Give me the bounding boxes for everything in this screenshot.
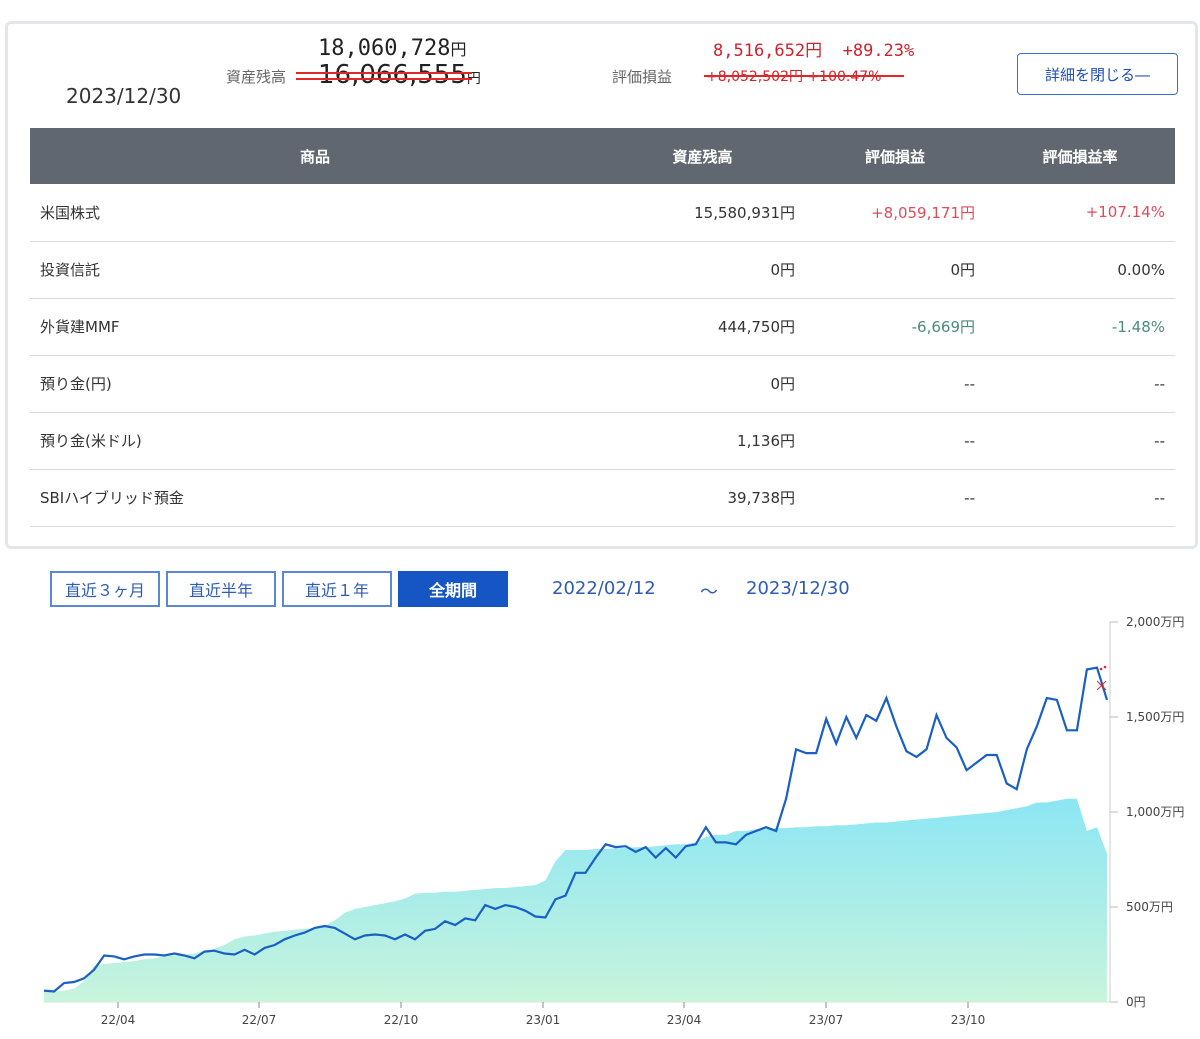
x-axis: 22/04 22/07 22/10 23/01 23/04 23/07 23/10 bbox=[101, 1002, 986, 1027]
tab-all-period[interactable]: 全期間 bbox=[398, 571, 508, 607]
row-rate: 0.00% bbox=[1117, 260, 1165, 279]
table-row: 預り金(米ドル) 1,136円 -- -- bbox=[30, 412, 1175, 469]
row-rate: +107.14% bbox=[1085, 203, 1165, 222]
table-row: SBIハイブリッド預金 39,738円 -- -- bbox=[30, 469, 1175, 526]
row-pl: -6,669円 bbox=[911, 318, 975, 336]
table-row: 外貨建MMF 444,750円 -6,669円 -1.48% bbox=[30, 298, 1175, 355]
pl-old: +8,052,502円 +100.47% bbox=[706, 69, 882, 85]
y-tick-label: 0円 bbox=[1126, 995, 1146, 1009]
col-product: 商品 bbox=[299, 147, 330, 166]
x-tick-label: 23/07 bbox=[809, 1013, 844, 1027]
table-row: 米国株式 15,580,931円 +8,059,171円 +107.14% bbox=[30, 184, 1175, 241]
asset-total-new: 18,060,728円 bbox=[318, 36, 466, 61]
x-tick-label: 22/10 bbox=[384, 1013, 419, 1027]
row-rate: -- bbox=[1154, 488, 1165, 507]
table-header-row: 商品 資産残高 評価損益 評価損益率 bbox=[30, 128, 1175, 184]
x-tick-label: 23/10 bbox=[951, 1013, 986, 1027]
close-details-button[interactable]: 詳細を閉じる― bbox=[1017, 53, 1178, 95]
holdings-table: 商品 資産残高 評価損益 評価損益率 米国株式 15,580,931円 +8,0… bbox=[30, 128, 1175, 527]
tab-half-year[interactable]: 直近半年 bbox=[166, 571, 276, 607]
y-axis: 2,000万円 1,500万円 1,000万円 500万円 0円 bbox=[1126, 615, 1184, 1009]
asset-total-new-value: 18,060,728 bbox=[318, 36, 451, 61]
invested-area bbox=[44, 798, 1107, 1002]
row-pl: -- bbox=[964, 431, 975, 450]
x-tick-label: 23/01 bbox=[526, 1013, 561, 1027]
pl-new: 8,516,652円 +89.23% bbox=[713, 36, 914, 61]
strike-line bbox=[704, 75, 904, 77]
end-marker bbox=[1096, 665, 1107, 691]
yen-unit: 円 bbox=[450, 40, 467, 59]
tab-3months[interactable]: 直近３ヶ月 bbox=[50, 571, 160, 607]
summary-date: 2023/12/30 bbox=[66, 84, 182, 108]
row-rate: -- bbox=[1154, 374, 1165, 393]
strike-line bbox=[296, 72, 472, 74]
row-balance: 39,738円 bbox=[727, 489, 796, 507]
row-name: 預り金(円) bbox=[40, 375, 112, 393]
row-balance: 444,750円 bbox=[717, 318, 795, 336]
tab-1year[interactable]: 直近１年 bbox=[282, 571, 392, 607]
balance-line bbox=[43, 666, 1109, 993]
y-tick-label: 1,000万円 bbox=[1126, 805, 1184, 819]
row-name: 投資信託 bbox=[40, 261, 101, 279]
x-tick-label: 23/04 bbox=[667, 1013, 702, 1027]
asset-label: 資産残高 bbox=[226, 68, 287, 86]
row-name: 米国株式 bbox=[40, 203, 101, 222]
period-tabs: 直近３ヶ月 直近半年 直近１年 全期間 bbox=[50, 571, 508, 607]
table-row: 投資信託 0円 0円 0.00% bbox=[30, 241, 1175, 298]
col-balance: 資産残高 bbox=[672, 147, 733, 166]
pl-label: 評価損益 bbox=[612, 68, 673, 86]
row-pl: 0円 bbox=[950, 261, 975, 279]
row-name: SBIハイブリッド預金 bbox=[40, 489, 184, 507]
y-tick-label: 1,500万円 bbox=[1126, 710, 1184, 724]
asset-total-old-value: 16,066,555 bbox=[318, 60, 467, 90]
col-pl-rate: 評価損益率 bbox=[1042, 147, 1118, 166]
range-end: 2023/12/30 bbox=[746, 578, 850, 599]
row-pl: +8,059,171円 bbox=[871, 203, 975, 222]
table-row: 預り金(円) 0円 -- -- bbox=[30, 355, 1175, 412]
yen-unit: 円 bbox=[466, 71, 481, 87]
row-name: 外貨建MMF bbox=[40, 318, 120, 336]
row-pl: -- bbox=[964, 488, 975, 507]
range-separator: ～ bbox=[700, 582, 718, 603]
pl-new-amount: 8,516,652円 bbox=[713, 41, 823, 61]
row-balance: 1,136円 bbox=[737, 432, 795, 450]
y-tick-label: 500万円 bbox=[1126, 900, 1173, 914]
row-balance: 0円 bbox=[770, 375, 795, 393]
row-rate: -1.48% bbox=[1111, 317, 1165, 336]
col-pl: 評価損益 bbox=[864, 147, 925, 166]
pl-new-rate: +89.23% bbox=[842, 41, 915, 61]
range-start: 2022/02/12 bbox=[552, 578, 656, 599]
x-tick-label: 22/07 bbox=[242, 1013, 277, 1027]
row-balance: 0円 bbox=[770, 261, 795, 279]
row-name: 預り金(米ドル) bbox=[40, 432, 142, 450]
strike-line bbox=[296, 78, 472, 80]
row-balance: 15,580,931円 bbox=[694, 203, 795, 222]
x-tick-label: 22/04 bbox=[101, 1013, 136, 1027]
summary-panel: 2023/12/30 資産残高 18,060,728円 16,066,555円 … bbox=[5, 21, 1198, 549]
asset-total-old: 16,066,555円 bbox=[318, 60, 481, 90]
row-pl: -- bbox=[964, 374, 975, 393]
y-tick-label: 2,000万円 bbox=[1126, 615, 1184, 629]
row-rate: -- bbox=[1154, 431, 1165, 450]
